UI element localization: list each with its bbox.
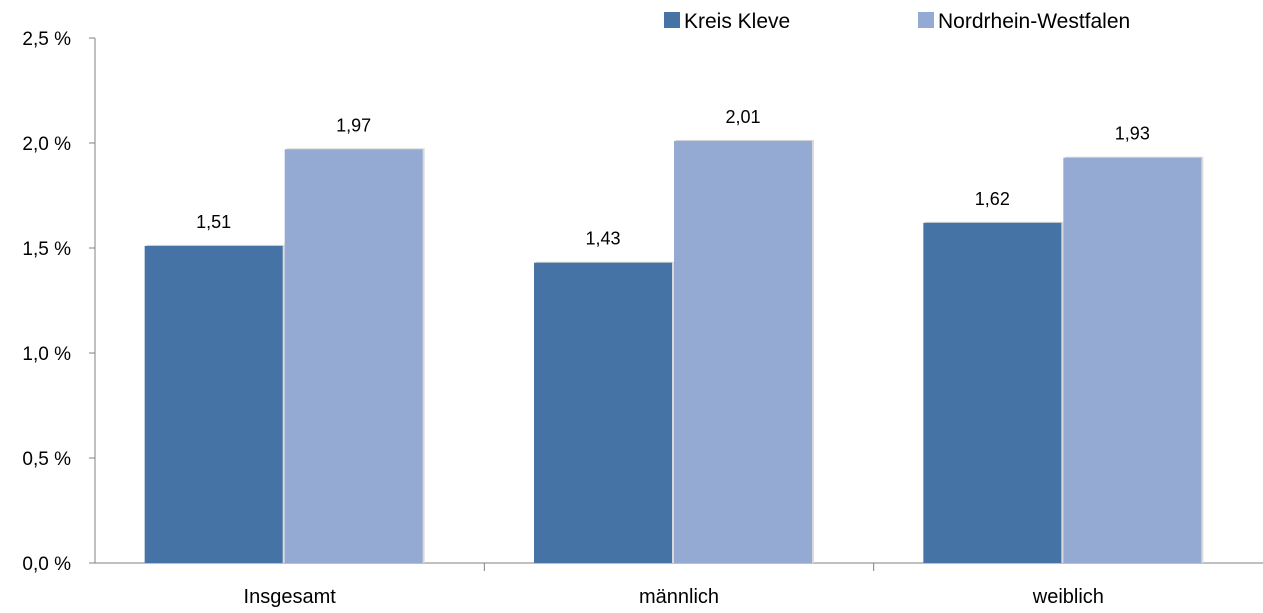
y-tick-label: 1,5 % — [22, 239, 71, 260]
data-labels: 1,51 1,97 1,43 2,01 1,62 1,93 — [196, 107, 1150, 249]
axes: 0,0 % 0,5 % 1,0 % 1,5 % 2,0 % 2,5 % Insgesamt m… — [22, 29, 1263, 608]
data-label: 1,51 — [196, 212, 231, 232]
legend-label-kreis-kleve: Kreis Kleve — [684, 10, 790, 33]
legend-swatch-nrw — [918, 12, 934, 28]
y-tick-label: 0,0 % — [22, 554, 71, 575]
legend-swatch-kreis-kleve — [664, 12, 680, 28]
x-tick-label: Insgesamt — [244, 586, 337, 608]
bar — [284, 149, 423, 564]
bar — [144, 245, 283, 563]
legend-label-nrw: Nordrhein-Westfalen — [938, 10, 1130, 33]
bar — [923, 222, 1062, 564]
data-label: 2,01 — [725, 107, 760, 127]
data-label: 1,43 — [585, 229, 620, 249]
bar — [1063, 157, 1202, 563]
legend: Kreis Kleve Nordrhein-Westfalen — [664, 10, 1130, 33]
x-tick-label: weiblich — [1032, 586, 1104, 608]
y-tick-label: 0,5 % — [22, 449, 71, 470]
y-tick-label: 1,0 % — [22, 344, 71, 365]
bar — [674, 140, 812, 563]
bars — [144, 139, 1204, 564]
data-label: 1,93 — [1115, 124, 1150, 144]
y-tick-label: 2,5 % — [22, 29, 71, 50]
data-label: 1,97 — [336, 115, 371, 135]
y-tick-label: 2,0 % — [22, 134, 71, 155]
data-label: 1,62 — [975, 189, 1010, 209]
bar — [534, 262, 672, 563]
x-tick-label: männlich — [639, 586, 719, 608]
